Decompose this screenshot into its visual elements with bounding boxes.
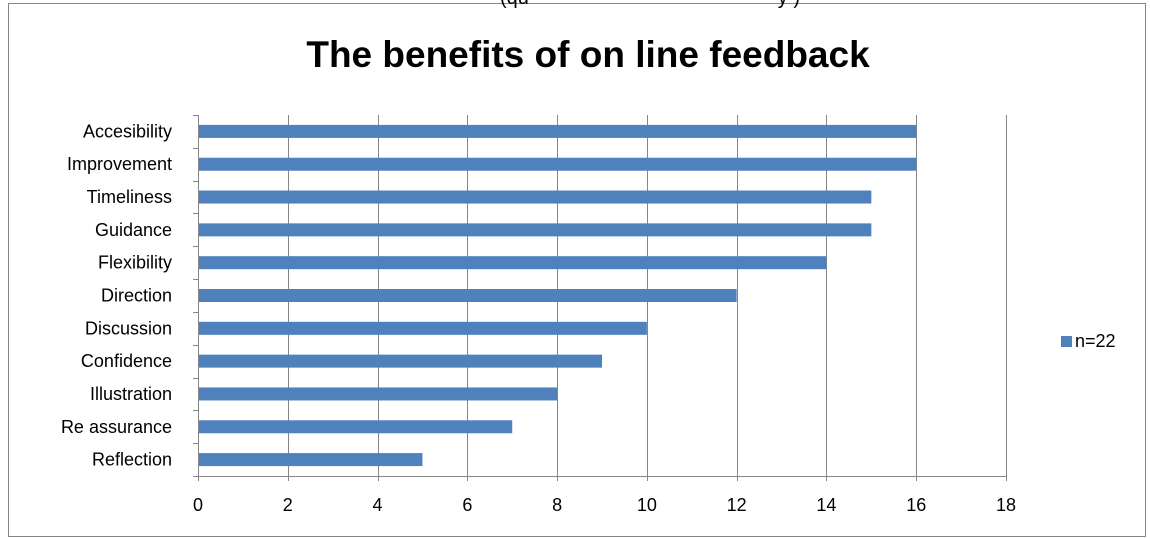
axes [193, 115, 1007, 481]
bar-guidance [199, 223, 872, 237]
bar-confidence [199, 354, 602, 368]
y-tick-label-re-assurance: Re assurance [61, 417, 172, 437]
y-tick-label-guidance: Guidance [95, 220, 172, 240]
bar-flexibility [199, 256, 827, 270]
chart-title: The benefits of on line feedback [306, 34, 870, 75]
y-tick-label-timeliness: Timeliness [87, 187, 172, 207]
y-tick-label-improvement: Improvement [67, 154, 172, 174]
bar-direction [199, 289, 737, 302]
y-tick-label-illustration: Illustration [90, 384, 172, 404]
y-tick-label-direction: Direction [101, 286, 172, 306]
chart-border [8, 3, 1146, 537]
x-tick-label-2: 2 [283, 495, 293, 515]
bar-improvement [199, 157, 917, 171]
x-tick-label-10: 10 [637, 495, 657, 515]
x-tick-label-6: 6 [462, 495, 472, 515]
legend: n=22 [1061, 331, 1116, 351]
bar-timeliness [199, 190, 872, 204]
y-tick-label-confidence: Confidence [81, 351, 172, 371]
bar-accesibility [199, 124, 917, 138]
partial-top-text-right: y ) [778, 0, 800, 9]
y-tick-label-reflection: Reflection [92, 450, 172, 470]
bar-discussion [199, 321, 647, 335]
bar-illustration [199, 387, 558, 401]
bar-re-assurance [199, 420, 513, 434]
x-tick-label-18: 18 [996, 495, 1016, 515]
x-tick-label-8: 8 [552, 495, 562, 515]
x-tick-label-12: 12 [727, 495, 747, 515]
y-tick-label-accesibility: Accesibility [83, 121, 172, 141]
x-tick-label-4: 4 [373, 495, 383, 515]
y-tick-label-discussion: Discussion [85, 318, 172, 338]
legend-swatch [1061, 336, 1072, 347]
bars [199, 124, 917, 467]
legend-label: n=22 [1075, 331, 1116, 351]
y-tick-labels: Accesibility Improvement Timeliness Guidanc… [61, 121, 172, 469]
y-tick-label-flexibility: Flexibility [98, 253, 172, 273]
x-tick-label-14: 14 [816, 495, 836, 515]
x-tick-label-16: 16 [906, 495, 926, 515]
bar-reflection [199, 453, 423, 467]
x-tick-label-0: 0 [193, 495, 203, 515]
x-tick-labels: 0 2 4 6 8 10 12 14 16 18 [193, 495, 1016, 515]
partial-top-text-left: (qu [500, 0, 529, 9]
